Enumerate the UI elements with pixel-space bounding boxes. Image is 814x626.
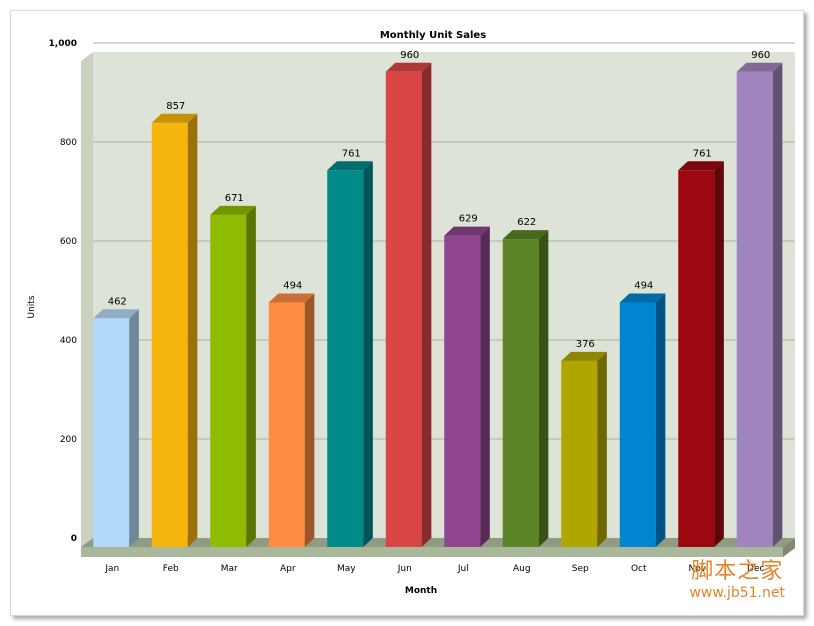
plot-side-wall	[81, 52, 93, 547]
bar	[561, 351, 607, 547]
bar-front	[268, 302, 305, 547]
data-label: 671	[225, 193, 244, 204]
x-axis-title: Month	[405, 586, 437, 596]
site-watermark: 脚本之家 www.jb51.net	[689, 553, 785, 601]
bar	[619, 293, 666, 547]
chart-frame: Monthly Unit Sales Units Month 0 200 400 60…	[10, 10, 804, 616]
bar-top	[678, 161, 724, 171]
y-tick-label: 200	[60, 435, 77, 445]
data-label: 960	[400, 50, 419, 61]
bar-side	[187, 113, 198, 547]
bar	[385, 62, 432, 548]
y-tick-label: 1,000	[49, 39, 77, 49]
bar-top	[268, 293, 315, 303]
bar-top	[736, 62, 783, 72]
bar	[502, 230, 549, 548]
bar-side	[480, 226, 490, 547]
x-tick-label: Sep	[572, 564, 589, 574]
x-tick-labels: Jan Feb Mar Apr May Jun Jul Aug Sep Oct Nov Dec	[104, 564, 764, 574]
bar-front	[561, 360, 598, 547]
chart-floor	[81, 538, 795, 557]
plot-background	[81, 52, 795, 547]
bar	[327, 161, 373, 547]
bar	[210, 205, 256, 548]
bar-front	[619, 302, 656, 547]
bars: 462 857 671 494 761 960 629 622 376 494 761 960	[93, 50, 783, 548]
bar-side	[538, 230, 549, 548]
floor-top	[81, 538, 795, 547]
gridlines	[93, 42, 795, 440]
bar	[151, 113, 198, 547]
data-label: 376	[576, 339, 595, 350]
bar-front	[210, 214, 247, 548]
bar-front	[93, 318, 130, 547]
y-tick-label: 400	[60, 336, 77, 346]
x-tick-label: Jun	[397, 564, 412, 574]
floor-side	[783, 538, 795, 557]
bar-front	[385, 71, 422, 548]
bar-side	[772, 62, 783, 548]
bar-top	[327, 161, 373, 171]
y-tick-label: 600	[60, 237, 77, 247]
x-tick-label: May	[337, 564, 356, 574]
bar-top	[502, 230, 549, 240]
bar-side	[655, 293, 666, 547]
bar	[93, 309, 139, 547]
bar-front	[502, 239, 539, 548]
y-tick-label: 800	[60, 138, 77, 148]
bar-top	[619, 293, 666, 303]
floor-front	[81, 547, 783, 557]
x-tick-label: Jan	[104, 564, 119, 574]
data-label: 494	[634, 280, 653, 291]
x-tick-label: Nov	[688, 564, 706, 574]
bar-side	[363, 161, 373, 547]
bar-top	[444, 226, 490, 236]
x-tick-label: Mar	[221, 564, 238, 574]
x-tick-label: Feb	[163, 564, 179, 574]
bar-front	[327, 170, 364, 547]
bar-top	[151, 113, 198, 123]
x-tick-label: Aug	[513, 564, 531, 574]
y-tick-label: 0	[71, 534, 77, 544]
y-axis-title: Units	[27, 295, 37, 318]
bar	[736, 62, 783, 548]
bar-chart: Monthly Unit Sales Units Month 0 200 400 60…	[27, 30, 795, 596]
bar	[268, 293, 315, 547]
bar-side	[597, 351, 607, 547]
bar-top	[385, 62, 432, 72]
bar	[678, 161, 724, 547]
x-tick-label: Jul	[457, 564, 469, 574]
bar-side	[246, 205, 256, 548]
data-label: 857	[166, 101, 185, 112]
bar-side	[304, 293, 315, 547]
bar-side	[714, 161, 724, 547]
bar-front	[678, 170, 715, 547]
y-tick-labels: 0 200 400 600 800 1,000	[49, 39, 78, 544]
bar-front	[736, 71, 773, 548]
chart-title: Monthly Unit Sales	[380, 30, 486, 41]
bar-side	[421, 62, 432, 548]
x-tick-label: Oct	[631, 564, 647, 574]
x-tick-label: Apr	[280, 564, 296, 574]
data-label: 761	[693, 148, 712, 159]
bar-top	[561, 351, 607, 361]
bar-side	[129, 309, 139, 547]
data-label: 761	[342, 148, 361, 159]
bar-front	[444, 235, 481, 547]
data-label: 960	[751, 50, 770, 61]
bar-top	[210, 205, 256, 215]
bar-top	[93, 309, 139, 319]
x-tick-label: Dec	[747, 564, 764, 574]
data-label: 494	[283, 280, 302, 291]
watermark-title: 脚本之家	[691, 559, 784, 584]
data-label: 629	[459, 214, 478, 225]
plot-area	[93, 52, 795, 547]
bar-front	[151, 122, 188, 547]
data-label: 622	[517, 217, 536, 228]
bar	[444, 226, 490, 547]
data-label: 462	[108, 296, 127, 307]
watermark-url: www.jb51.net	[689, 585, 785, 601]
